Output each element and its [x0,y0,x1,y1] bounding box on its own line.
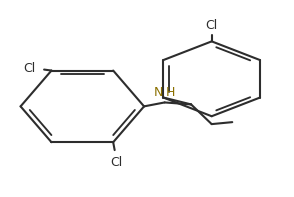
Text: Cl: Cl [110,156,122,169]
Text: N: N [154,86,163,99]
Text: H: H [166,85,176,98]
Text: Cl: Cl [23,62,35,75]
Text: Cl: Cl [206,19,218,32]
